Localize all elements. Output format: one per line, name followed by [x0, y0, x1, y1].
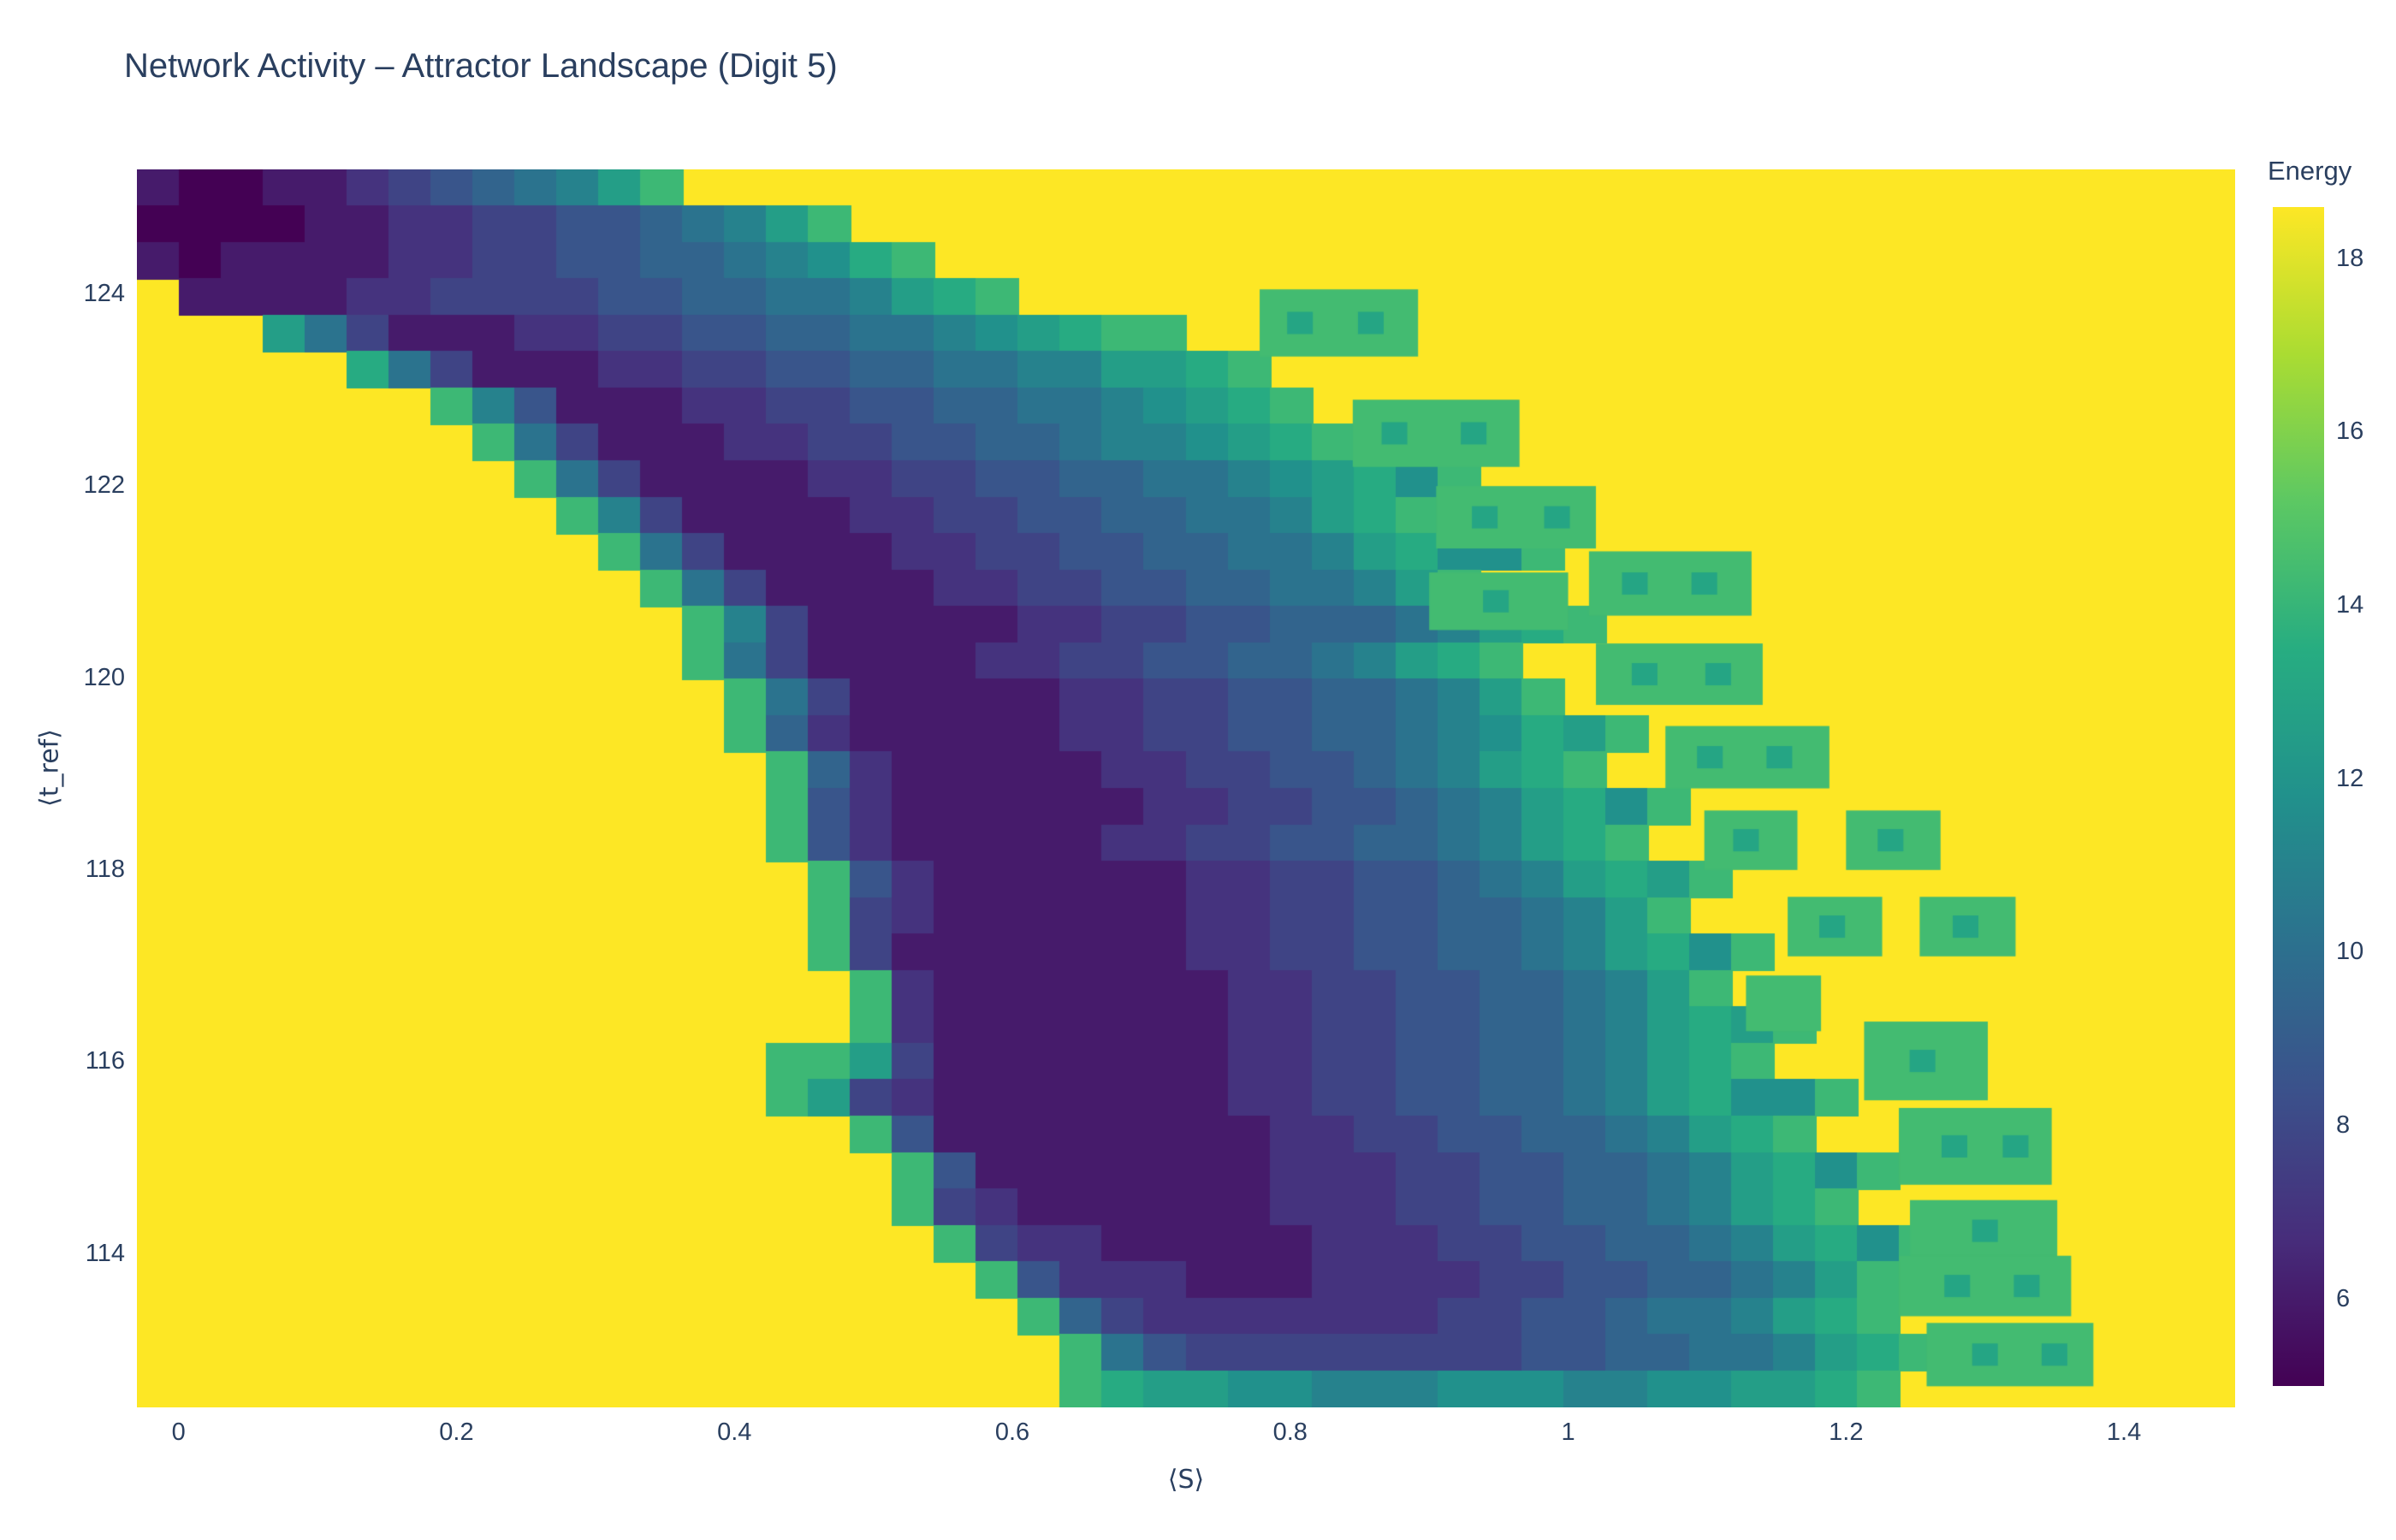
colorbar-tick: 14: [2336, 591, 2364, 619]
colorbar: [2273, 207, 2324, 1386]
x-axis-tick: 1.2: [1829, 1419, 1864, 1446]
y-axis-tick: 120: [83, 663, 125, 691]
x-axis-tick: 0.4: [717, 1419, 752, 1446]
colorbar-tick: 6: [2336, 1284, 2351, 1312]
y-axis-tick: 122: [83, 471, 125, 500]
heatmap-plot-area[interactable]: [137, 169, 2235, 1407]
colorbar-tick: 8: [2336, 1111, 2351, 1140]
x-axis-title: ⟨S⟩: [1167, 1465, 1205, 1495]
colorbar-tick: 16: [2336, 418, 2364, 446]
colorbar-tick: 12: [2336, 764, 2364, 792]
x-axis-tick: 0.6: [994, 1419, 1030, 1446]
x-axis-tick: 0.8: [1272, 1419, 1308, 1446]
x-axis-tick: 0.2: [439, 1419, 474, 1446]
colorbar-tick: 10: [2336, 938, 2364, 966]
y-axis-title: ⟨t_ref⟩: [34, 729, 65, 807]
y-axis-tick: 118: [85, 855, 125, 883]
colorbar-title: Energy: [2268, 156, 2352, 186]
y-axis-tick: 116: [85, 1047, 125, 1075]
x-axis-tick: 1: [1561, 1419, 1575, 1446]
y-axis-tick: 114: [85, 1239, 125, 1267]
chart-title: Network Activity – Attractor Landscape (…: [124, 47, 838, 85]
colorbar-tick: 18: [2336, 244, 2364, 272]
y-axis-tick: 124: [83, 279, 125, 307]
x-axis-tick: 0: [171, 1419, 186, 1446]
x-axis-tick: 1.4: [2106, 1419, 2142, 1446]
